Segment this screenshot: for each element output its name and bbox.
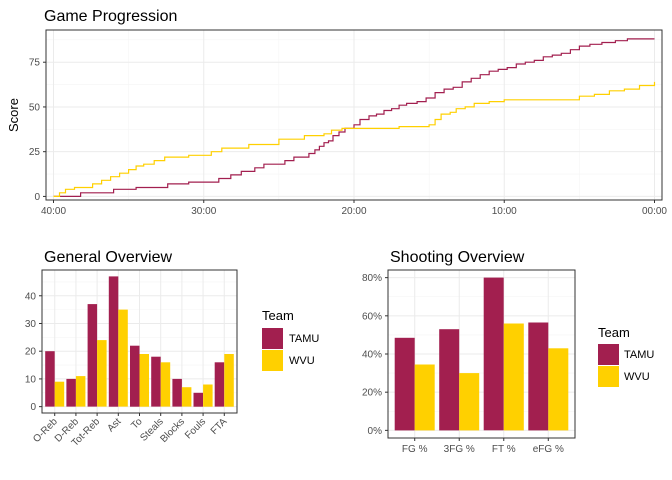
general-bar-wvu [54,381,65,407]
general-bar-tamu [151,356,161,407]
shooting-x-tick-label: FT % [492,444,516,455]
general-bar-wvu [160,362,171,407]
general-bar-tamu [214,362,225,407]
shooting-y-tick-label: 20% [362,388,382,399]
general-y-tick-label: 30 [25,319,37,330]
shooting-y-tick-label: 60% [362,311,382,322]
shooting-legend-label-wvu: WVU [624,371,650,383]
shooting-y-tick-label: 0% [368,426,383,437]
shooting-bar-wvu [414,364,435,431]
general-legend-swatch-wvu [262,350,283,371]
shooting-panel-border [387,269,576,439]
game-x-tick-label: 30:00 [191,206,216,217]
game-x-tick-label: 40:00 [41,206,66,217]
game-x-tick-label: 20:00 [341,206,366,217]
general-y-tick-label: 40 [25,291,37,302]
shooting-legend-swatch-wvu [598,366,619,387]
general-y-tick-label: 10 [25,374,37,385]
score-axis-title: Score [6,98,21,132]
game-x-tick-label: 00:00 [642,206,667,217]
general-bar-wvu [75,376,86,407]
shooting-bar-wvu [548,348,569,431]
shooting-bar-tamu [394,337,415,431]
game-y-tick-label: 25 [29,147,41,158]
general-x-tick-label: Fouls [183,416,208,441]
general-bar-wvu [224,354,234,407]
general-panel-border [41,269,238,414]
shooting-y-tick-label: 40% [362,350,382,361]
general-legend-label-tamu: TAMU [289,333,319,345]
general-legend-swatch-tamu [262,328,283,349]
general-legend-title: Team [262,308,294,323]
general-bar-tamu [45,351,55,407]
general-y-tick-label: 0 [30,402,36,413]
game-y-tick-label: 50 [29,102,41,113]
general-bar-wvu [181,387,192,407]
game-series-line-wvu [53,81,656,197]
general-x-tick-label: To [129,416,145,432]
shooting-bar-wvu [503,323,524,431]
game-y-tick-label: 75 [29,58,41,69]
game-progression-title: Game Progression [44,8,177,25]
general-y-tick-label: 20 [25,347,37,358]
shooting-legend-label-tamu: TAMU [624,349,654,361]
general-bar-tamu [66,378,76,407]
shooting-bar-tamu [528,322,549,431]
shooting-bar-tamu [439,329,460,431]
shooting-x-tick-label: FG % [402,444,428,455]
shooting-bar-tamu [483,277,504,431]
general-bar-tamu [108,276,119,407]
shooting-overview-title: Shooting Overview [390,249,525,266]
general-bar-tamu [130,345,140,407]
shooting-legend-swatch-tamu [598,344,619,365]
shooting-x-tick-label: eFG % [533,444,564,455]
general-bar-tamu [87,304,98,407]
general-x-tick-label: Blocks [158,416,187,445]
shooting-x-tick-label: 3FG % [444,444,475,455]
general-x-tick-label: Ast [105,416,123,434]
general-bar-wvu [203,384,213,407]
shooting-bar-wvu [459,373,480,431]
general-x-tick-label: FTA [209,416,230,437]
shooting-legend-title: Team [598,325,630,340]
general-bar-wvu [118,309,128,407]
general-bar-tamu [172,378,182,407]
general-bar-wvu [139,354,149,407]
shooting-y-tick-label: 80% [362,273,382,284]
game-y-tick-label: 0 [34,192,40,203]
game-panel-border [45,29,663,201]
game-x-tick-label: 10:00 [492,206,517,217]
game-series-line-tamu [53,38,655,197]
general-overview-title: General Overview [44,249,172,266]
general-legend-label-wvu: WVU [289,355,315,367]
general-bar-tamu [193,392,203,407]
general-bar-wvu [97,340,107,407]
